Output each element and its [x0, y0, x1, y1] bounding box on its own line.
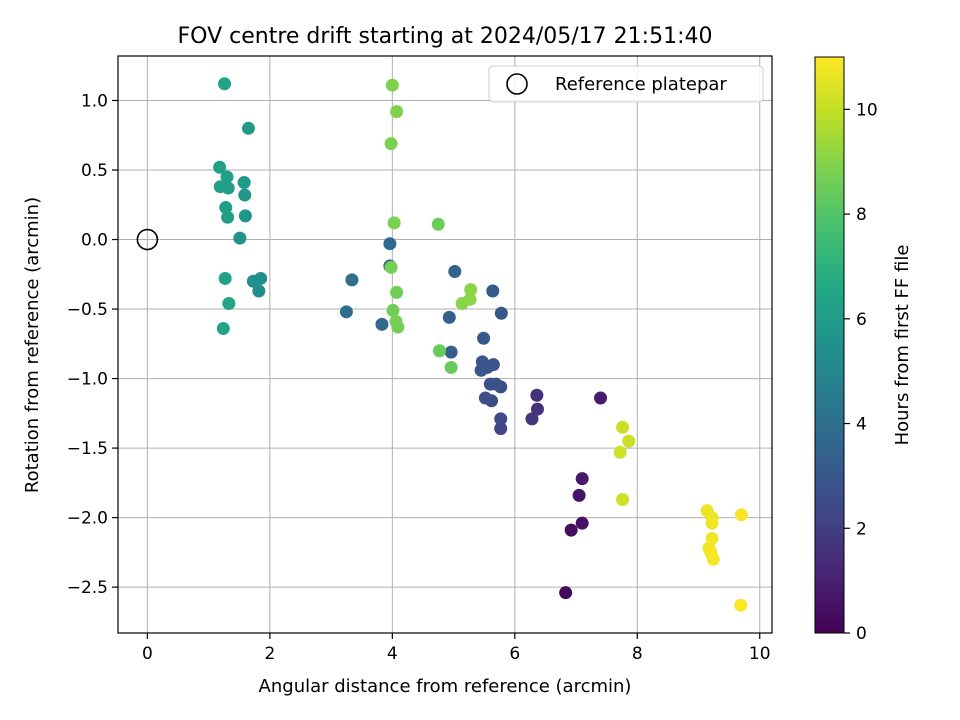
- data-point: [734, 508, 748, 522]
- y-tick-label: 1.0: [81, 91, 108, 111]
- data-point: [384, 137, 398, 151]
- data-point: [474, 363, 488, 377]
- data-point: [213, 180, 227, 194]
- x-tick-label: 2: [264, 644, 275, 664]
- data-point: [386, 303, 400, 317]
- colorbar-tick-label: 10: [856, 100, 878, 120]
- y-axis-label: Rotation from reference (arcmin): [22, 197, 43, 493]
- data-point: [387, 216, 401, 230]
- data-point: [383, 237, 397, 251]
- legend-entry-label: Reference platepar: [555, 74, 727, 95]
- data-point: [463, 292, 477, 306]
- data-point: [613, 445, 627, 459]
- y-tick-label: 0.0: [81, 231, 108, 251]
- x-tick-label: 6: [509, 644, 520, 664]
- colorbar-ticks: 0 2 4 6 8 10: [844, 100, 878, 644]
- x-tick-label: 0: [142, 644, 153, 664]
- x-axis-label: Angular distance from reference (arcmin): [259, 676, 632, 697]
- data-point: [616, 493, 630, 507]
- y-tick-label: 0.5: [81, 161, 108, 181]
- data-point: [218, 77, 232, 91]
- data-point: [221, 210, 235, 224]
- data-points: [213, 77, 748, 612]
- x-tick-label: 8: [632, 644, 643, 664]
- data-point: [222, 296, 236, 310]
- data-point: [706, 552, 720, 566]
- data-point: [216, 322, 230, 336]
- data-point: [390, 285, 404, 299]
- data-point: [384, 260, 398, 274]
- data-point: [705, 516, 719, 530]
- data-point: [486, 284, 500, 298]
- data-point: [238, 188, 252, 202]
- colorbar-tick-label: 6: [856, 310, 867, 330]
- data-point: [494, 306, 508, 320]
- legend-box: [488, 65, 764, 103]
- plot-frame: [117, 55, 773, 634]
- data-point: [213, 160, 227, 174]
- legend-marker-icon: [506, 73, 528, 95]
- data-point: [220, 170, 234, 184]
- data-point: [616, 420, 630, 434]
- y-tick-label: −1.0: [67, 370, 108, 390]
- y-axis-ticks: −2.5 −2.0 −1.5 −1.0 −0.5 0.0 0.5 1.0: [67, 91, 118, 598]
- x-axis-ticks: 0 2 4 6 8 10: [142, 633, 771, 664]
- data-point: [390, 105, 404, 119]
- data-point: [238, 209, 252, 223]
- data-point: [622, 434, 636, 448]
- colorbar-tick-label: 0: [856, 624, 867, 644]
- data-point: [530, 402, 544, 416]
- data-point: [448, 265, 462, 279]
- y-tick-label: −1.5: [67, 439, 108, 459]
- data-point: [233, 231, 247, 245]
- data-point: [594, 391, 608, 405]
- chart-title: FOV centre drift starting at 2024/05/17 …: [178, 24, 713, 49]
- data-point: [494, 422, 508, 436]
- colorbar-gradient: [814, 56, 845, 634]
- data-point: [572, 488, 586, 502]
- x-tick-label: 4: [387, 644, 398, 664]
- data-point: [339, 305, 353, 319]
- colorbar-tick-label: 8: [856, 205, 867, 225]
- data-point: [431, 217, 445, 231]
- data-point: [489, 377, 503, 391]
- data-point: [530, 388, 544, 402]
- data-point: [478, 391, 492, 405]
- colorbar-label: Hours from first FF file: [892, 245, 913, 446]
- data-point: [385, 78, 399, 92]
- data-point: [375, 317, 389, 331]
- data-point: [477, 331, 491, 345]
- data-point: [252, 284, 266, 298]
- data-point: [564, 523, 578, 537]
- data-point: [432, 344, 446, 358]
- grid-lines: [118, 56, 772, 633]
- data-point: [241, 121, 255, 135]
- data-point: [218, 271, 232, 285]
- colorbar-tick-label: 2: [856, 519, 867, 539]
- data-point: [734, 598, 748, 612]
- y-tick-label: −2.5: [67, 578, 108, 598]
- data-point: [464, 283, 478, 297]
- data-point: [559, 586, 573, 600]
- data-point: [444, 360, 458, 374]
- reference-platepar-marker: [136, 228, 159, 251]
- data-point: [525, 412, 539, 426]
- data-point: [237, 176, 251, 190]
- data-point: [575, 516, 589, 530]
- x-tick-label: 10: [749, 644, 771, 664]
- data-point: [444, 345, 458, 359]
- colorbar: 0 2 4 6 8 10 Hours from first FF file: [814, 56, 913, 644]
- legend: Reference platepar: [488, 65, 764, 103]
- y-tick-label: −2.0: [67, 509, 108, 529]
- data-point: [391, 320, 405, 334]
- data-point: [442, 310, 456, 324]
- data-point: [345, 273, 359, 287]
- data-point: [494, 412, 508, 426]
- colorbar-tick-label: 4: [856, 415, 867, 435]
- data-point: [575, 472, 589, 486]
- y-tick-label: −0.5: [67, 300, 108, 320]
- data-point: [246, 274, 260, 288]
- data-point: [219, 201, 233, 215]
